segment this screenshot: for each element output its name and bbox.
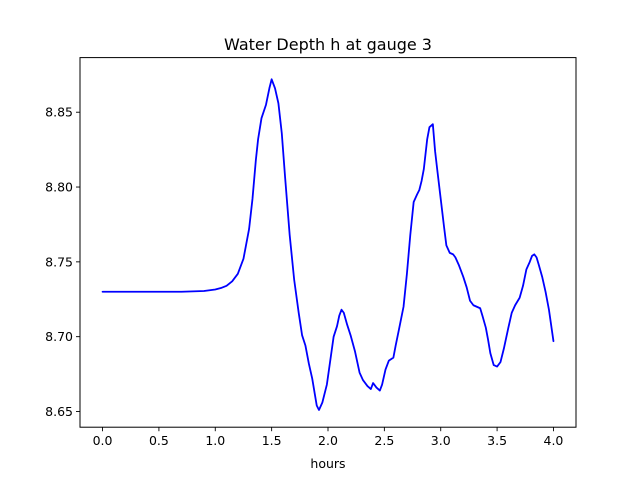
y-tick-label: 8.75 [45, 254, 73, 269]
chart-title: Water Depth h at gauge 3 [224, 35, 432, 54]
plot-frame [79, 57, 577, 428]
x-axis-label: hours [310, 456, 345, 471]
y-tick-label: 8.70 [45, 329, 73, 344]
y-tick-label: 8.85 [45, 105, 73, 120]
x-tick-label: 1.0 [205, 433, 225, 448]
x-tick-label: 0.0 [93, 433, 113, 448]
plot-area [101, 78, 555, 411]
x-tick-label: 3.0 [431, 433, 451, 448]
x-tick-label: 1.5 [262, 433, 282, 448]
x-tick-label: 3.5 [487, 433, 507, 448]
axis-ticks: 0.0 0.5 1.0 1.5 2.0 2.5 3.0 3.5 4.0 8.65 8.70 8.75 8… [45, 105, 563, 448]
y-tick-label: 8.65 [45, 404, 73, 419]
x-tick-label: 0.5 [149, 433, 169, 448]
x-tick-label: 4.0 [544, 433, 564, 448]
series-line-0 [101, 78, 555, 411]
x-tick-label: 2.0 [318, 433, 338, 448]
y-tick-label: 8.80 [45, 180, 73, 195]
x-tick-label: 2.5 [374, 433, 394, 448]
